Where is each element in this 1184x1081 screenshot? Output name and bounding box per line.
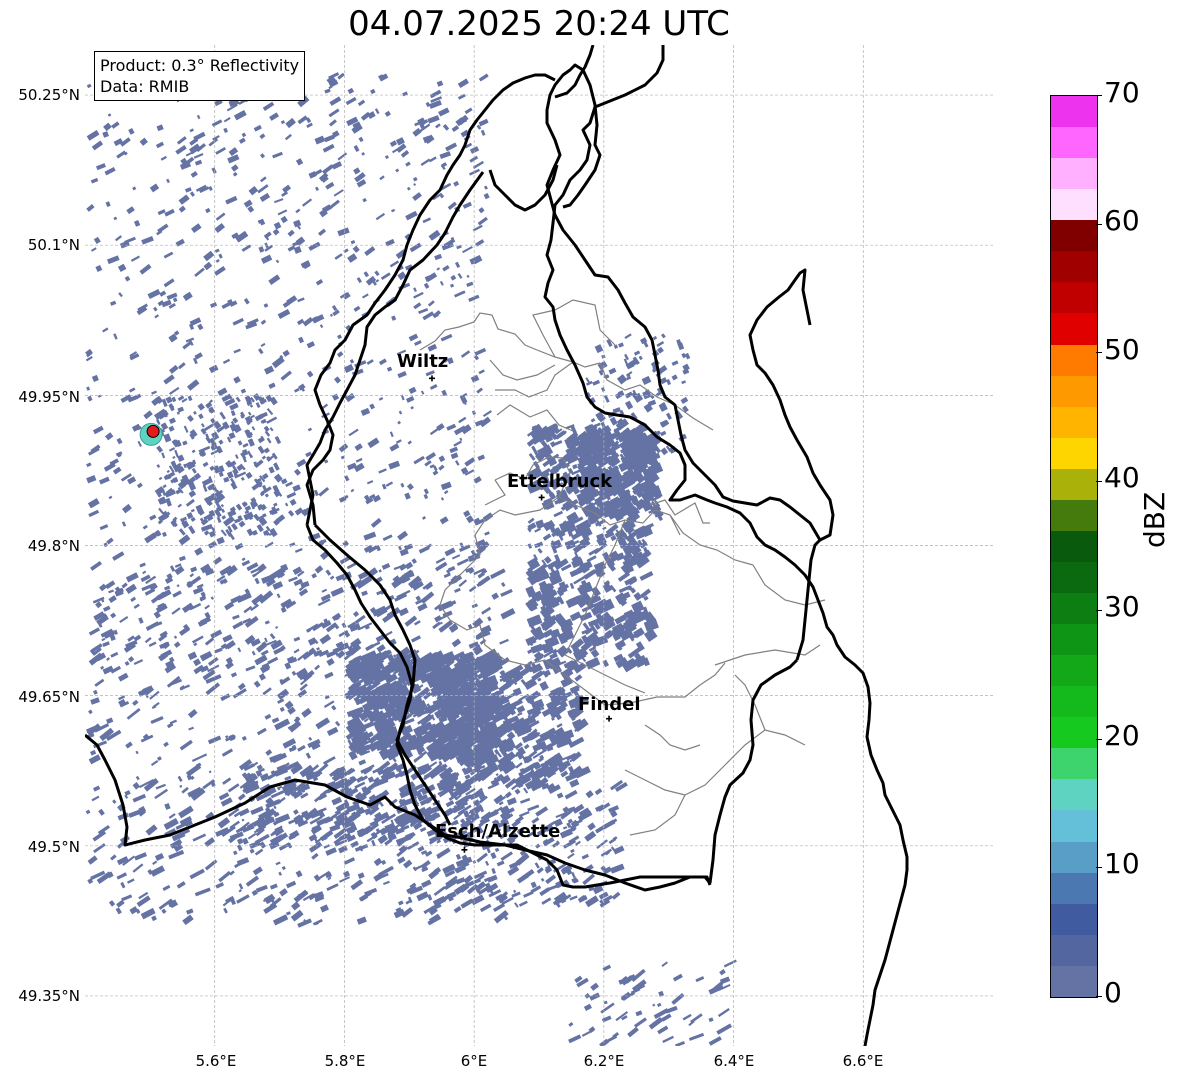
- lat-label-49-5: 49.5°N: [27, 838, 80, 856]
- lat-label-50-25: 50.25°N: [18, 86, 80, 104]
- colorbar: [1050, 95, 1098, 998]
- city-cross-marker: [428, 375, 435, 382]
- colorbar-segment: [1051, 561, 1097, 593]
- colorbar-tickmark: [1096, 996, 1102, 997]
- colorbar-segment: [1051, 437, 1097, 469]
- city-cross-marker: [538, 494, 545, 501]
- product-line: Product: 0.3° Reflectivity: [100, 56, 300, 75]
- lat-label-49-8: 49.8°N: [27, 537, 80, 555]
- lon-label-6-2: 6.2°E: [583, 1052, 625, 1070]
- colorbar-segment: [1051, 127, 1097, 159]
- colorbar-segment: [1051, 593, 1097, 625]
- lat-label-49-95: 49.95°N: [18, 388, 80, 406]
- colorbar-segment: [1051, 810, 1097, 842]
- colorbar-segment: [1051, 344, 1097, 376]
- colorbar-tickmark: [1096, 738, 1102, 740]
- colorbar-segment: [1051, 655, 1097, 687]
- colorbar-label: dBZ: [1138, 491, 1171, 548]
- data-source-line: Data: RMIB: [100, 77, 190, 96]
- city-label-wiltz: Wiltz: [397, 351, 449, 372]
- colorbar-segment: [1051, 779, 1097, 811]
- colorbar-tickmark: [1096, 609, 1102, 611]
- map-title: 04.07.2025 20:24 UTC: [348, 4, 730, 44]
- colorbar-tick-20: 20: [1104, 719, 1140, 752]
- city-cross-marker: [461, 846, 468, 853]
- lux-border: [543, 45, 909, 1046]
- colorbar-segment: [1051, 313, 1097, 345]
- colorbar-tickmark: [1096, 223, 1102, 225]
- radar-map[interactable]: [85, 45, 993, 1046]
- colorbar-segment: [1051, 841, 1097, 873]
- lat-label-49-35: 49.35°N: [18, 987, 80, 1005]
- city-label-findel: Findel: [578, 694, 641, 715]
- lon-label-5-8: 5.8°E: [324, 1052, 366, 1070]
- colorbar-tick-10: 10: [1104, 847, 1140, 880]
- colorbar-segment: [1051, 530, 1097, 562]
- colorbar-tick-50: 50: [1104, 333, 1140, 366]
- colorbar-segment: [1051, 624, 1097, 656]
- lat-label-49-65: 49.65°N: [18, 688, 80, 706]
- colorbar-segment: [1051, 499, 1097, 531]
- colorbar-segment: [1051, 468, 1097, 500]
- colorbar-tick-40: 40: [1104, 461, 1140, 494]
- colorbar-segment: [1051, 717, 1097, 749]
- city-label-ettelbruck: Ettelbruck: [507, 471, 613, 492]
- colorbar-tick-30: 30: [1104, 590, 1140, 623]
- lon-label-5-6: 5.6°E: [195, 1052, 237, 1070]
- lux-west-border: [305, 171, 712, 889]
- colorbar-segment: [1051, 748, 1097, 780]
- colorbar-segment: [1051, 282, 1097, 314]
- colorbar-segment: [1051, 96, 1097, 128]
- colorbar-segment: [1051, 872, 1097, 904]
- lon-label-6-6: 6.6°E: [842, 1052, 884, 1070]
- radar-site-marker: [139, 422, 163, 446]
- colorbar-segment: [1051, 903, 1097, 935]
- colorbar-tickmark: [1096, 352, 1102, 354]
- colorbar-tickmark: [1096, 481, 1102, 483]
- colorbar-segment: [1051, 189, 1097, 221]
- colorbar-tick-60: 60: [1104, 204, 1140, 237]
- colorbar-tick-70: 70: [1104, 76, 1140, 109]
- map-canvas: [85, 45, 993, 1046]
- colorbar-tickmark: [1096, 95, 1102, 96]
- colorbar-segment: [1051, 220, 1097, 252]
- radar-site-dot: [146, 424, 160, 438]
- colorbar-segment: [1051, 934, 1097, 966]
- colorbar-segment: [1051, 686, 1097, 718]
- canton-borders: [419, 299, 826, 836]
- colorbar-segment: [1051, 375, 1097, 407]
- colorbar-segment: [1051, 406, 1097, 438]
- city-markers: [428, 375, 613, 853]
- colorbar-segment: [1051, 158, 1097, 190]
- lon-label-6: 6°E: [460, 1052, 488, 1070]
- city-label-esch-alzette: Esch/Alzette: [435, 821, 561, 842]
- city-cross-marker: [606, 715, 613, 722]
- lon-label-6-4: 6.4°E: [713, 1052, 755, 1070]
- lat-label-50-1: 50.1°N: [27, 236, 80, 254]
- colorbar-segment: [1051, 965, 1097, 997]
- product-info-box: Product: 0.3° Reflectivity Data: RMIB: [94, 51, 306, 101]
- country-borders: [85, 45, 835, 892]
- colorbar-tick-0: 0: [1104, 976, 1122, 1009]
- colorbar-segment: [1051, 251, 1097, 283]
- colorbar-tickmark: [1096, 867, 1102, 869]
